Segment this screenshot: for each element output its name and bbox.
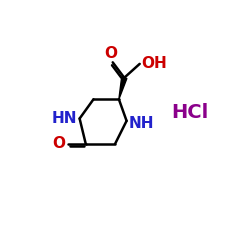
- Polygon shape: [119, 77, 127, 99]
- Text: O: O: [104, 46, 117, 61]
- Text: HN: HN: [52, 111, 77, 126]
- Text: O: O: [52, 136, 65, 152]
- Text: OH: OH: [141, 56, 167, 70]
- Text: HCl: HCl: [171, 103, 208, 122]
- Text: NH: NH: [128, 116, 154, 131]
